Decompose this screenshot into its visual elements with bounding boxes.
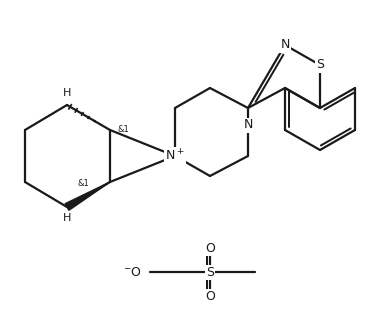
Text: &1: &1: [78, 178, 90, 187]
Text: O: O: [205, 289, 215, 302]
Text: N: N: [280, 39, 290, 52]
Text: &1: &1: [118, 126, 130, 135]
Text: N: N: [243, 119, 253, 132]
Text: H: H: [63, 88, 71, 98]
Text: H: H: [63, 213, 71, 223]
Text: $^{-}$O: $^{-}$O: [123, 265, 142, 278]
Text: S: S: [316, 59, 324, 72]
Text: O: O: [205, 241, 215, 254]
Text: N$^+$: N$^+$: [165, 148, 185, 164]
Text: S: S: [206, 265, 214, 278]
Polygon shape: [65, 182, 110, 210]
